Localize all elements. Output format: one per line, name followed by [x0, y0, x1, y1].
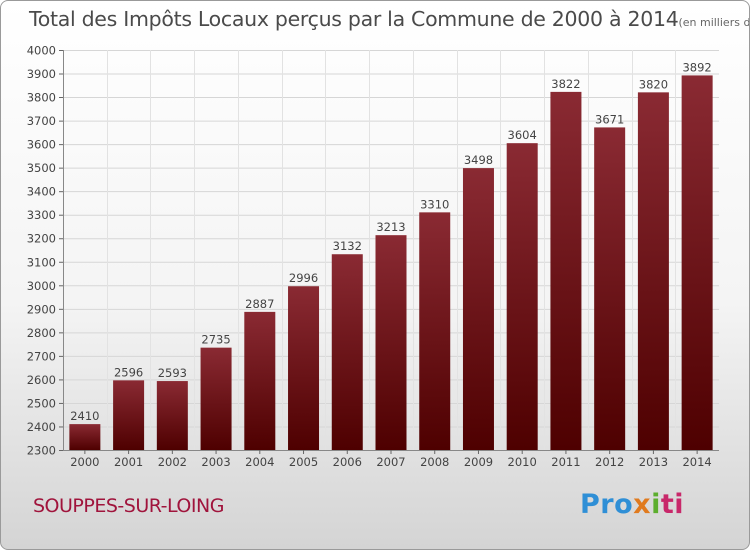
bar: [550, 91, 582, 450]
bar: [375, 235, 407, 450]
axes: [59, 50, 719, 454]
data-label: 2996: [289, 271, 318, 285]
logo-part-pro: Pro: [580, 489, 634, 520]
y-tick-label: 2500: [27, 396, 56, 410]
x-tick-label: 2009: [464, 455, 493, 469]
y-tick-label: 3900: [27, 67, 56, 81]
bar: [113, 380, 145, 450]
y-tick-label: 2300: [27, 444, 56, 458]
bar: [331, 254, 363, 450]
y-tick-label: 3000: [27, 279, 56, 293]
x-tick-label: 2000: [70, 455, 99, 469]
x-tick-label: 2007: [376, 455, 405, 469]
y-tick-label: 3800: [27, 91, 56, 105]
y-tick-label: 3700: [27, 114, 56, 128]
x-tick-label: 2011: [551, 455, 580, 469]
data-label: 2410: [70, 409, 99, 423]
chart-title-text: Total des Impôts Locaux perçus par la Co…: [29, 7, 679, 31]
x-tick-label: 2008: [420, 455, 449, 469]
x-tick-label: 2004: [245, 455, 274, 469]
data-label: 3604: [508, 128, 537, 142]
bars: [69, 75, 713, 451]
bar: [244, 311, 276, 450]
y-tick-label: 3200: [27, 232, 56, 246]
y-tick-label: 3300: [27, 208, 56, 222]
data-label: 3310: [420, 197, 449, 211]
y-tick-label: 3100: [27, 255, 56, 269]
bar: [462, 168, 494, 450]
bar: [200, 347, 232, 450]
data-label: 3820: [639, 77, 668, 91]
x-tick-label: 2001: [114, 455, 143, 469]
data-label: 2596: [114, 365, 143, 379]
bar: [69, 424, 101, 450]
x-tick-label: 2010: [508, 455, 537, 469]
data-label: 3498: [464, 153, 493, 167]
x-tick-label: 2013: [639, 455, 668, 469]
x-tick-labels: 2000 2001 2002 2003 2004 2005 2006 2007 2008 2009…: [70, 455, 712, 469]
y-tick-label: 4000: [27, 44, 56, 58]
data-label: 2887: [245, 297, 274, 311]
data-label: 2593: [158, 366, 187, 380]
y-tick-label: 3600: [27, 138, 56, 152]
data-labels: 2410 2596 2593 2735 2887 2996 3132 3213 3310 3498…: [70, 60, 712, 423]
data-label: 3892: [682, 60, 711, 74]
data-label: 3671: [595, 112, 624, 126]
x-tick-label: 2012: [595, 455, 624, 469]
x-tick-label: 2005: [289, 455, 318, 469]
y-tick-label: 2600: [27, 373, 56, 387]
x-tick-label: 2002: [158, 455, 187, 469]
commune-name: SOUPPES-SUR-LOING: [33, 495, 224, 517]
data-label: 3132: [333, 239, 362, 253]
y-tick-label: 2400: [27, 420, 56, 434]
bar: [594, 127, 626, 450]
y-tick-label: 2800: [27, 326, 56, 340]
bar: [419, 212, 451, 450]
y-tick-labels: 2300 2400 2500 2600 2700 2800 2900 3000 3100 3200…: [27, 44, 56, 458]
y-tick-label: 2700: [27, 349, 56, 363]
logo-part-i: i: [651, 489, 661, 520]
bar: [288, 286, 320, 450]
logo-part-x: x: [633, 489, 652, 520]
y-tick-label: 3400: [27, 185, 56, 199]
bar: [637, 92, 669, 451]
bar: [681, 75, 713, 450]
data-label: 2735: [201, 333, 230, 347]
x-tick-label: 2006: [333, 455, 362, 469]
bar: [506, 143, 538, 451]
y-tick-label: 3500: [27, 161, 56, 175]
bar: [156, 381, 188, 450]
chart-title-unit: (en milliers d'€): [678, 16, 750, 29]
data-label: 3213: [376, 220, 405, 234]
logo-part-ti: ti: [660, 489, 685, 520]
x-tick-label: 2014: [682, 455, 711, 469]
x-tick-label: 2003: [201, 455, 230, 469]
y-tick-label: 2900: [27, 302, 56, 316]
chart-title: Total des Impôts Locaux perçus par la Co…: [29, 7, 750, 31]
data-label: 3822: [551, 77, 580, 91]
proxiti-logo[interactable]: Proxiti: [580, 489, 684, 520]
